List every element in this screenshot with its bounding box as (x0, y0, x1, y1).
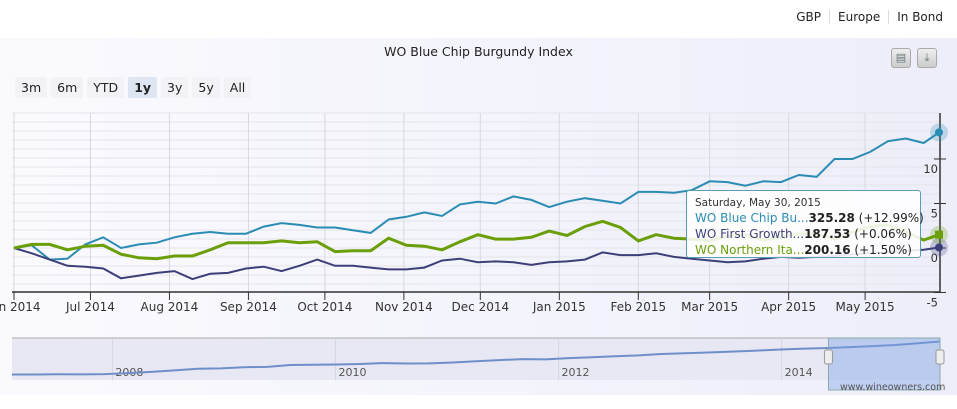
range-button-ytd[interactable]: YTD (87, 77, 125, 98)
range-button-1y[interactable]: 1y (128, 77, 158, 98)
in-bond-link[interactable]: In Bond (888, 10, 951, 24)
series-name: WO Blue Chip Bu... (695, 211, 809, 225)
tooltip-row: WO Northern Ita...200.16 (+1.50%) (695, 242, 912, 258)
x-tick-label: Oct 2014 (297, 300, 352, 314)
series-value: 187.53 (804, 227, 851, 241)
print-button[interactable]: ▤ (891, 48, 911, 68)
navigator-handle-left[interactable] (823, 349, 833, 365)
series-name: WO First Growth... (695, 227, 805, 241)
y-tick-label: 0 (931, 251, 938, 265)
top-options: GBP Europe In Bond (788, 10, 951, 24)
series-marker (935, 128, 943, 137)
y-tick-label: -5 (927, 296, 938, 310)
navigator-background (12, 338, 940, 380)
range-button-3m[interactable]: 3m (15, 77, 48, 98)
x-tick-label: Sep 2014 (220, 300, 277, 314)
range-button-all[interactable]: All (223, 77, 252, 98)
x-tick-label: Mar 2015 (681, 300, 738, 314)
tooltip-date: Saturday, May 30, 2015 (695, 197, 821, 209)
y-tick-label: 5 (931, 207, 938, 221)
series-name: WO Northern Ita... (695, 243, 805, 257)
x-tick-label: Jan 2015 (532, 300, 586, 314)
series-value: 325.28 (808, 211, 855, 225)
x-tick-label: Feb 2015 (611, 300, 667, 314)
x-tick-label: Dec 2014 (452, 300, 510, 314)
navigator-handle-right[interactable] (935, 349, 945, 365)
x-tick-label: May 2015 (836, 300, 895, 314)
download-button[interactable]: ⤓ (917, 48, 937, 68)
region-link[interactable]: Europe (829, 10, 888, 24)
navigator-label: 2010 (338, 366, 366, 379)
navigator-line (12, 340, 941, 376)
navigator-label: 2012 (562, 366, 590, 379)
tooltip-row: WO Blue Chip Bu...325.28 (+12.99%) (695, 210, 924, 226)
download-icon: ⤓ (924, 51, 930, 64)
series-value: 200.16 (804, 243, 851, 257)
x-tick-label: Nov 2014 (375, 300, 433, 314)
series-change: (+12.99%) (858, 211, 924, 225)
range-button-5y[interactable]: 5y (192, 77, 220, 98)
range-selector: 3m 6m YTD 1y 3y 5y All (15, 77, 252, 98)
x-tick-label: Aug 2014 (141, 300, 199, 314)
series-marker (935, 243, 943, 252)
x-tick-label: Jul 2014 (65, 300, 115, 314)
range-button-3y[interactable]: 3y (161, 77, 189, 98)
credit[interactable]: www.wineowners.com (840, 382, 946, 393)
series-line-wo-blue-chip-burgundy (13, 131, 940, 261)
x-tick-label: Apr 2015 (761, 300, 816, 314)
tooltip: Saturday, May 30, 2015 WO Blue Chip Bu..… (686, 190, 924, 258)
navigator-label: 2014 (785, 366, 813, 379)
series-change: (+1.50%) (854, 243, 912, 257)
series-marker (935, 230, 943, 239)
tooltip-row: WO First Growth...187.53 (+0.06%) (695, 226, 912, 242)
series-change: (+0.06%) (854, 227, 912, 241)
print-icon: ▤ (895, 51, 907, 64)
range-button-6m[interactable]: 6m (51, 77, 84, 98)
y-tick-label: 10 (923, 162, 938, 176)
currency-link[interactable]: GBP (796, 10, 822, 24)
chart-title: WO Blue Chip Burgundy Index (384, 44, 573, 59)
x-tick-label: Jun 2014 (0, 300, 41, 314)
